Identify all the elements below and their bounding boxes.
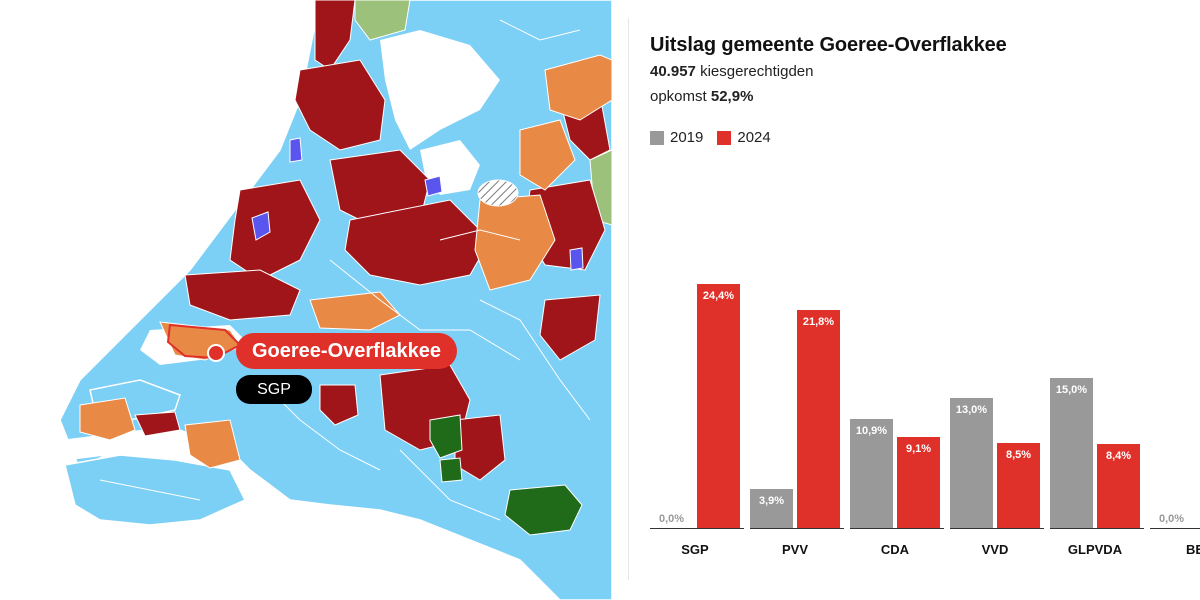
region-purple-1 xyxy=(289,137,303,163)
bar-glpvda-2019 xyxy=(1050,378,1093,528)
data-label-vvd-2024: 8,5% xyxy=(1006,449,1031,461)
category-label-vvd: VVD xyxy=(982,542,1009,557)
region-purple-2 xyxy=(251,211,271,241)
data-label-glpvda-2024: 8,4% xyxy=(1106,450,1131,462)
data-label-sgp-2019: 0,0% xyxy=(659,513,684,525)
eligible-voters: 40.957 kiesgerechtigden xyxy=(650,63,813,80)
results-panel: Uitslag gemeente Goeree-Overflakkee 40.9… xyxy=(630,0,1200,600)
bar-glpvda-2024 xyxy=(1097,444,1140,528)
bar-vvd-2024 xyxy=(997,443,1040,528)
region-orange-6 xyxy=(79,397,136,441)
bar-chart: 0,0% 24,4% SGP 3,9% 21,8% PVV 10,9% 9,1% CDA 13,0… xyxy=(650,284,1200,557)
region-red-12 xyxy=(134,411,181,437)
region-purple-3 xyxy=(424,175,443,197)
category-label-cda: CDA xyxy=(881,542,910,557)
data-label-pvv-2024: 21,8% xyxy=(803,316,834,328)
water-ijsselmeer xyxy=(380,30,500,150)
legend-swatch-2019 xyxy=(650,130,664,145)
region-red-8 xyxy=(539,294,601,361)
category-label-glpvda: GLPVDA xyxy=(1068,542,1123,557)
eligible-voters-label: kiesgerechtigden xyxy=(700,63,814,80)
eligible-voters-value: 40.957 xyxy=(650,63,696,80)
legend-item-2019: 2019 xyxy=(650,129,703,146)
category-label-pvv: PVV xyxy=(782,542,808,557)
chart-legend: 2019 2024 xyxy=(650,129,785,146)
region-green-dark-2 xyxy=(439,457,463,483)
turnout-label: opkomst xyxy=(650,88,707,105)
bar-pvv-2024 xyxy=(797,310,840,528)
election-map[interactable]: Goeree-Overflakkee SGP xyxy=(0,0,612,600)
winner-party-badge: SGP xyxy=(236,375,312,404)
legend-item-2024: 2024 xyxy=(717,129,771,146)
turnout-value: 52,9% xyxy=(710,88,754,105)
data-label-glpvda-2019: 15,0% xyxy=(1056,384,1087,396)
region-green-north xyxy=(354,0,411,41)
bar-pvv-2019 xyxy=(750,489,793,528)
island-south xyxy=(64,454,247,526)
category-label-sgp: SGP xyxy=(681,542,709,557)
legend-label-2019: 2019 xyxy=(670,129,704,146)
region-red-1 xyxy=(314,0,356,71)
turnout: opkomst 52,9% xyxy=(650,88,753,105)
bar-vvd-2019 xyxy=(950,398,993,528)
location-pin-icon xyxy=(207,344,225,362)
region-red-11 xyxy=(319,384,359,426)
region-red-6 xyxy=(184,269,301,321)
region-hatched xyxy=(477,179,519,207)
data-label-cda-2019: 10,9% xyxy=(856,425,887,437)
data-label-sgp-2024: 24,4% xyxy=(703,290,734,302)
region-orange-1 xyxy=(544,54,612,121)
region-red-4 xyxy=(229,179,321,281)
data-label-cda-2024: 9,1% xyxy=(906,443,931,455)
region-red-5 xyxy=(344,199,491,286)
region-green-dark-3 xyxy=(504,484,583,536)
region-orange-3 xyxy=(474,194,556,291)
data-label-be-2019: 0,0% xyxy=(1159,513,1184,525)
municipality-label[interactable]: Goeree-Overflakkee xyxy=(236,333,458,369)
bar-cda-2024 xyxy=(897,437,940,528)
legend-label-2024: 2024 xyxy=(737,129,771,146)
region-green-dark-1 xyxy=(429,414,463,459)
results-title: Uitslag gemeente Goeree-Overflakkee xyxy=(650,34,1007,56)
region-red-2 xyxy=(294,59,386,151)
pane-divider xyxy=(628,18,629,580)
category-label-be: BE xyxy=(1186,542,1200,557)
region-purple-4 xyxy=(569,247,584,271)
data-label-vvd-2019: 13,0% xyxy=(956,404,987,416)
legend-swatch-2024 xyxy=(717,130,732,145)
bar-sgp-2024 xyxy=(697,284,740,528)
region-orange-4 xyxy=(309,291,401,331)
region-red-10 xyxy=(454,414,506,481)
map-canvas[interactable] xyxy=(0,0,612,600)
region-orange-2 xyxy=(519,119,576,191)
region-orange-7 xyxy=(184,419,241,469)
data-label-pvv-2019: 3,9% xyxy=(759,495,784,507)
bar-cda-2019 xyxy=(850,419,893,528)
